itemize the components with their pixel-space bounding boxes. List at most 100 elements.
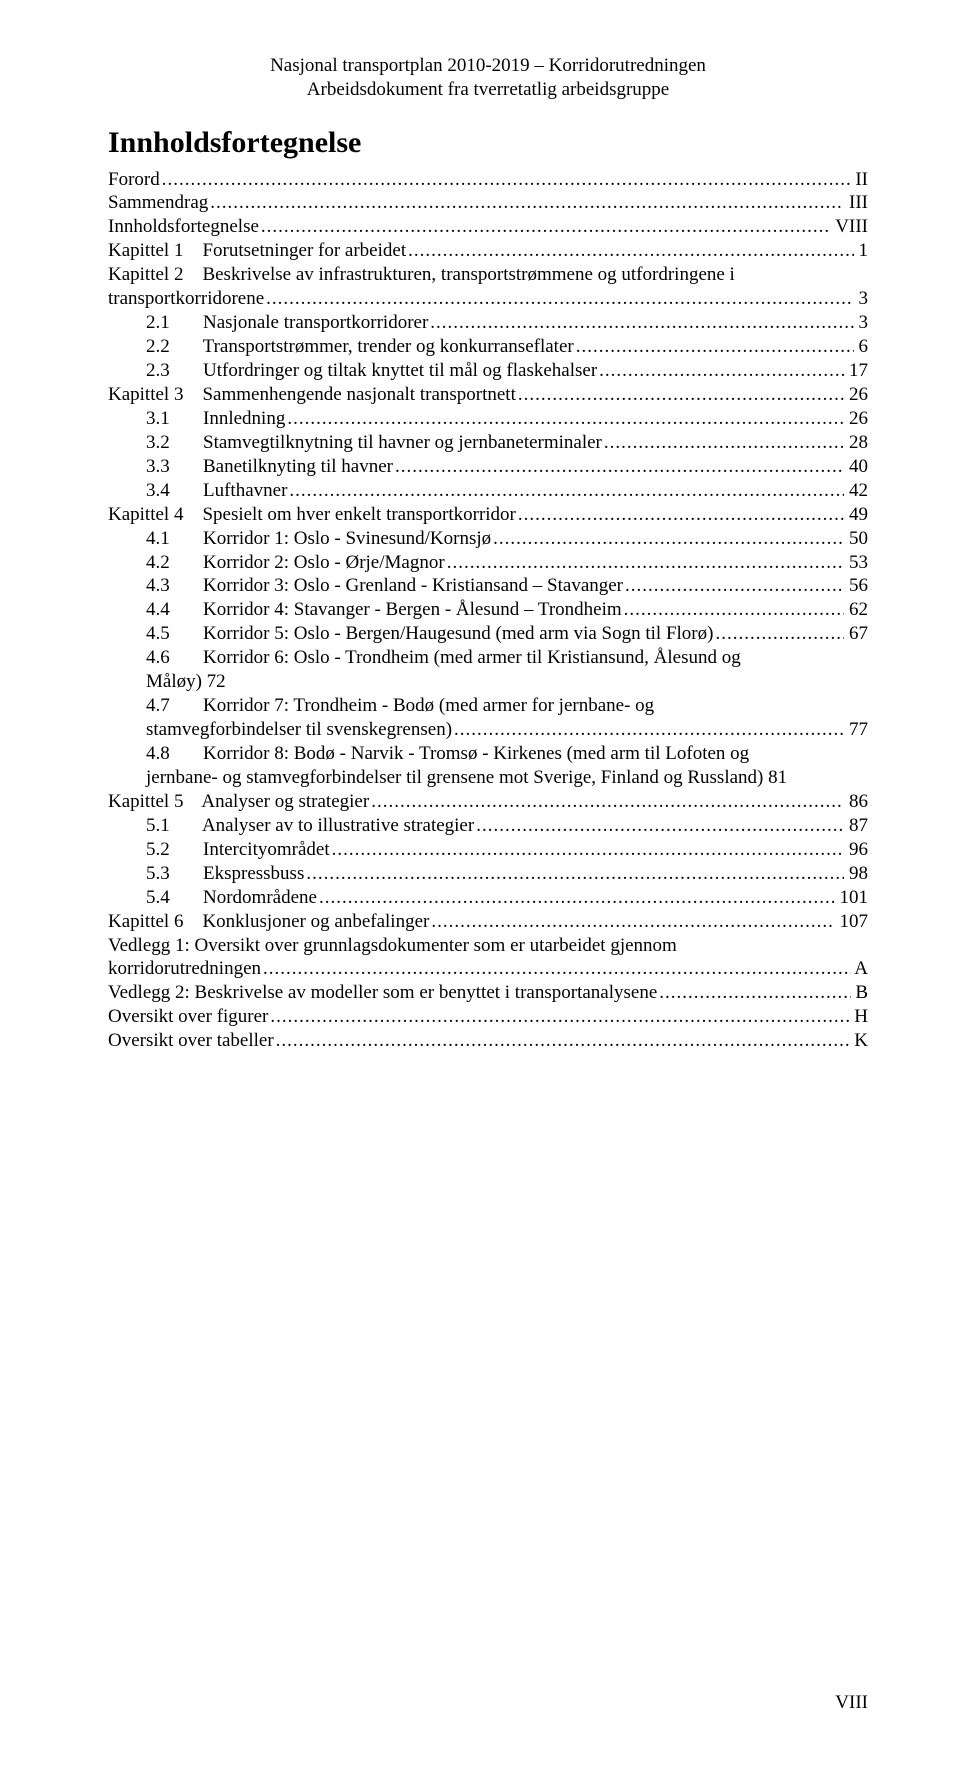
toc-leader	[208, 191, 844, 215]
toc-leader	[330, 838, 845, 862]
toc-entry-page: 1	[854, 239, 868, 263]
toc-entry-label: 4.2 Korridor 2: Oslo - Ørje/Magnor	[146, 551, 445, 575]
toc-leader	[491, 527, 844, 551]
toc-entry-label: 4.3 Korridor 3: Oslo - Grenland - Kristi…	[146, 574, 623, 598]
toc-entry-page: 87	[844, 814, 868, 838]
toc-entry: 2.1 Nasjonale transportkorridorer 3	[108, 311, 868, 335]
toc-leader	[429, 910, 834, 934]
toc-entry-label: Kapittel 3 Sammenhengende nasjonalt tran…	[108, 383, 516, 407]
toc-leader	[259, 215, 831, 239]
toc-entry-page: 62	[844, 598, 868, 622]
table-of-contents: Forord IISammendrag IIIInnholdsfortegnel…	[108, 168, 868, 1054]
toc-entry-page: 86	[844, 790, 868, 814]
header-line-2: Arbeidsdokument fra tverretatlig arbeids…	[108, 78, 868, 102]
toc-entry-label: 4.6 Korridor 6: Oslo - Trondheim (med ar…	[146, 646, 741, 670]
toc-entry-page: 56	[844, 574, 868, 598]
toc-entry-page: 28	[844, 431, 868, 455]
toc-entry: 2.3 Utfordringer og tiltak knyttet til m…	[108, 359, 868, 383]
toc-entry: Vedlegg 2: Beskrivelse av modeller som e…	[108, 981, 868, 1005]
toc-leader	[516, 383, 844, 407]
toc-leader	[393, 455, 844, 479]
toc-entry-page: 101	[835, 886, 868, 910]
toc-leader	[445, 551, 845, 575]
toc-entry-page: A	[851, 957, 868, 981]
toc-entry-page: B	[851, 981, 868, 1005]
toc-entry-page: 17	[844, 359, 868, 383]
toc-entry-label: 2.1 Nasjonale transportkorridorer	[146, 311, 428, 335]
toc-entry: 4.3 Korridor 3: Oslo - Grenland - Kristi…	[108, 574, 868, 598]
toc-entry-label: Forord	[108, 168, 160, 192]
toc-leader	[274, 1029, 850, 1053]
toc-entry-label: 3.2 Stamvegtilknytning til havner og jer…	[146, 431, 602, 455]
toc-entry: 4.5 Korridor 5: Oslo - Bergen/Haugesund …	[108, 622, 868, 646]
toc-entry-label: 4.4 Korridor 4: Stavanger - Bergen - Åle…	[146, 598, 622, 622]
toc-entry: Kapittel 1 Forutsetninger for arbeidet 1	[108, 239, 868, 263]
toc-entry-label: 3.1 Innledning	[146, 407, 285, 431]
toc-entry: Innholdsfortegnelse VIII	[108, 215, 868, 239]
toc-entry-label: 2.3 Utfordringer og tiltak knyttet til m…	[146, 359, 597, 383]
toc-entry-page: 42	[844, 479, 868, 503]
toc-entry-label: 5.4 Nordområdene	[146, 886, 317, 910]
toc-entry-page: II	[851, 168, 868, 192]
toc-entry-label: jernbane- og stamvegforbindelser til gre…	[146, 766, 787, 790]
toc-entry: 5.2 Intercityområdet 96	[108, 838, 868, 862]
toc-entry-label: Innholdsfortegnelse	[108, 215, 259, 239]
toc-entry: Forord II	[108, 168, 868, 192]
toc-leader	[285, 407, 844, 431]
toc-entry-label: stamvegforbindelser til svenskegrensen)	[146, 718, 452, 742]
toc-entry: Oversikt over tabeller K	[108, 1029, 868, 1053]
toc-leader	[304, 862, 844, 886]
toc-entry-label: transportkorridorene	[108, 287, 264, 311]
toc-entry-label: 5.3 Ekspressbuss	[146, 862, 304, 886]
toc-entry-label: Kapittel 1 Forutsetninger for arbeidet	[108, 239, 406, 263]
toc-entry-page: 96	[844, 838, 868, 862]
toc-leader	[317, 886, 835, 910]
toc-entry: 3.4 Lufthavner 42	[108, 479, 868, 503]
toc-entry-label: Kapittel 6 Konklusjoner og anbefalinger	[108, 910, 429, 934]
toc-entry-page: 26	[844, 383, 868, 407]
toc-entry-label: Måløy) 72	[146, 670, 226, 694]
toc-entry-page: 3	[854, 287, 868, 311]
toc-leader	[268, 1005, 849, 1029]
toc-entry: Kapittel 2 Beskrivelse av infrastrukture…	[108, 263, 868, 287]
toc-entry-page: 53	[844, 551, 868, 575]
toc-entry-label: Kapittel 4 Spesielt om hver enkelt trans…	[108, 503, 516, 527]
toc-leader	[574, 335, 854, 359]
toc-entry-label: 4.1 Korridor 1: Oslo - Svinesund/Kornsjø	[146, 527, 491, 551]
toc-entry: 5.1 Analyser av to illustrative strategi…	[108, 814, 868, 838]
toc-entry: 4.8 Korridor 8: Bodø - Narvik - Tromsø -…	[108, 742, 868, 766]
page-header: Nasjonal transportplan 2010-2019 – Korri…	[108, 54, 868, 102]
header-line-1: Nasjonal transportplan 2010-2019 – Korri…	[108, 54, 868, 78]
toc-leader	[622, 598, 845, 622]
toc-entry-page: 49	[844, 503, 868, 527]
toc-leader	[261, 957, 851, 981]
toc-entry: 5.3 Ekspressbuss 98	[108, 862, 868, 886]
toc-entry: 3.3 Banetilknyting til havner 40	[108, 455, 868, 479]
document-page: Nasjonal transportplan 2010-2019 – Korri…	[0, 0, 960, 1770]
toc-entry-page: 3	[854, 311, 868, 335]
toc-entry-continuation: Måløy) 72	[108, 670, 868, 694]
toc-leader	[287, 479, 844, 503]
toc-entry-label: 3.4 Lufthavner	[146, 479, 287, 503]
toc-leader	[264, 287, 854, 311]
toc-entry-label: 2.2 Transportstrømmer, trender og konkur…	[146, 335, 574, 359]
toc-entry-page: 6	[854, 335, 868, 359]
toc-leader	[602, 431, 844, 455]
toc-entry-label: Kapittel 5 Analyser og strategier	[108, 790, 369, 814]
toc-entry-label: Vedlegg 1: Oversikt over grunnlagsdokume…	[108, 934, 677, 958]
toc-entry: 4.7 Korridor 7: Trondheim - Bodø (med ar…	[108, 694, 868, 718]
toc-leader	[474, 814, 844, 838]
toc-leader	[160, 168, 851, 192]
toc-title: Innholdsfortegnelse	[108, 126, 868, 160]
toc-entry-page: H	[850, 1005, 868, 1029]
toc-entry: Kapittel 4 Spesielt om hver enkelt trans…	[108, 503, 868, 527]
toc-entry-label: Vedlegg 2: Beskrivelse av modeller som e…	[108, 981, 657, 1005]
toc-entry-continuation: korridorutredningen A	[108, 957, 868, 981]
toc-entry-label: 5.1 Analyser av to illustrative strategi…	[146, 814, 474, 838]
toc-entry-label: Sammendrag	[108, 191, 208, 215]
toc-entry-label: 4.8 Korridor 8: Bodø - Narvik - Tromsø -…	[146, 742, 749, 766]
toc-entry-label: 4.5 Korridor 5: Oslo - Bergen/Haugesund …	[146, 622, 713, 646]
toc-entry: Kapittel 6 Konklusjoner og anbefalinger …	[108, 910, 868, 934]
toc-leader	[428, 311, 853, 335]
toc-entry-continuation: transportkorridorene 3	[108, 287, 868, 311]
